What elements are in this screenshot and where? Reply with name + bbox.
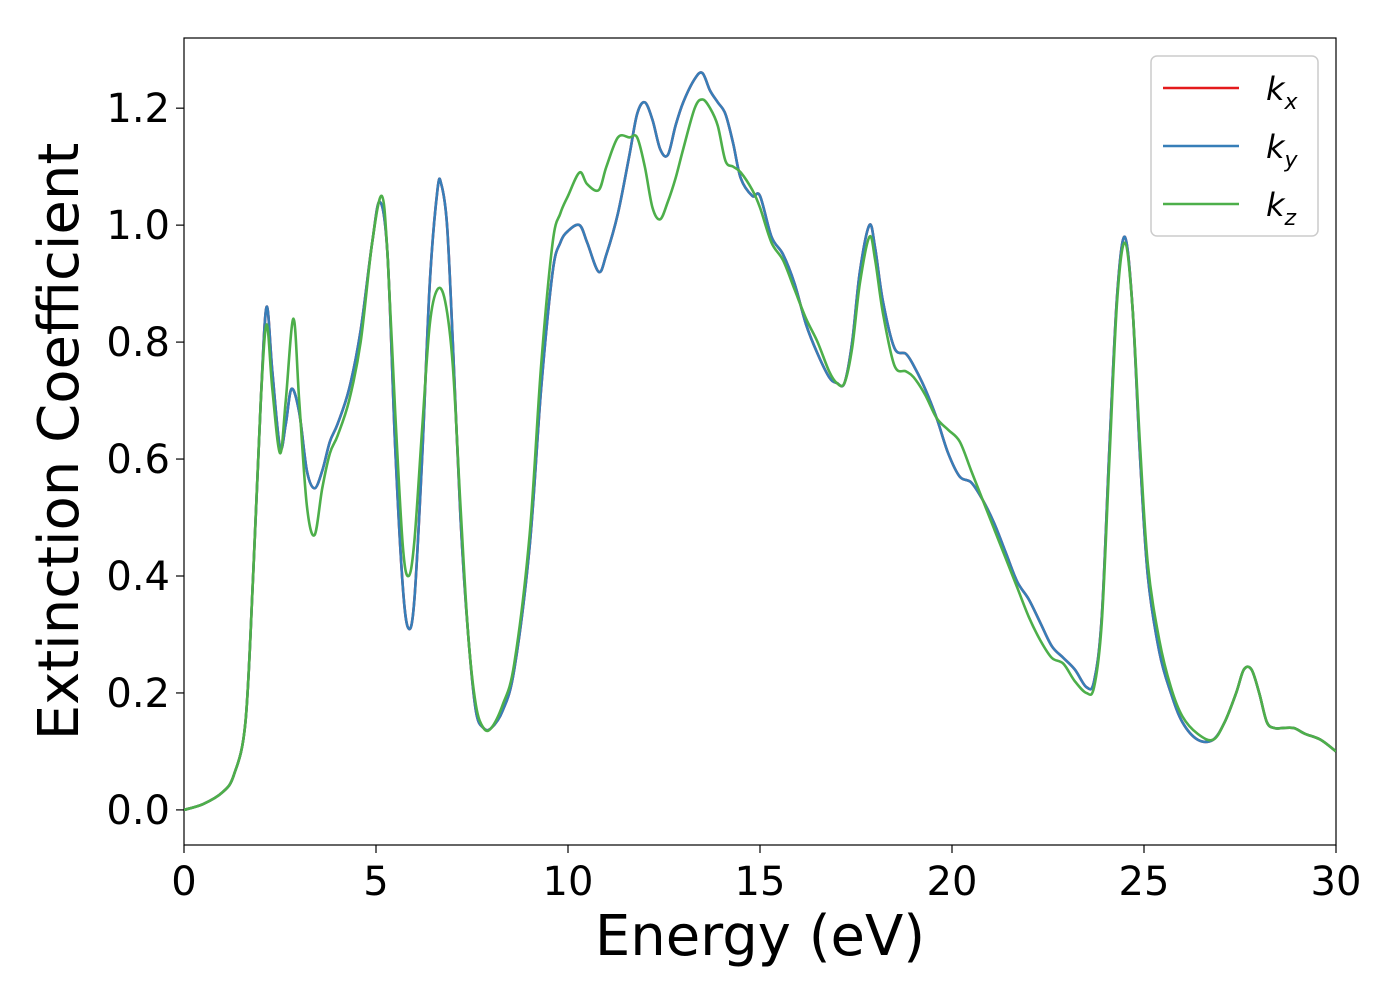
x-tick-label: 0 — [171, 859, 196, 905]
x-tick-label: 25 — [1119, 859, 1170, 905]
series-line-z — [184, 98, 1336, 812]
x-tick-label: 5 — [363, 859, 388, 905]
x-tick-label: 10 — [543, 859, 594, 905]
x-tick-label: 30 — [1311, 859, 1362, 905]
x-tick-label: 20 — [927, 859, 978, 905]
x-tick-label: 15 — [735, 859, 786, 905]
y-tick-label: 0.8 — [106, 320, 170, 366]
legend: kx ky kz — [1150, 55, 1319, 237]
x-axis: 0 5 10 15 20 25 30 — [171, 845, 1361, 905]
legend-label-z: kz — [1266, 186, 1297, 231]
y-tick-label: 0.4 — [106, 554, 170, 600]
y-axis-label: Extinction Coefficient — [27, 143, 92, 741]
legend-label-y: ky — [1266, 128, 1299, 173]
x-axis-label: Energy (eV) — [595, 904, 925, 969]
y-tick-label: 0.0 — [106, 788, 170, 834]
y-tick-label: 1.2 — [106, 86, 170, 132]
legend-label-x: kx — [1266, 70, 1299, 115]
series-lines — [184, 71, 1336, 812]
y-tick-label: 1.0 — [106, 203, 170, 249]
y-tick-label: 0.6 — [106, 437, 170, 483]
y-tick-label: 0.2 — [106, 671, 170, 717]
y-axis: 0.0 0.2 0.4 0.6 0.8 1.0 1.2 — [106, 86, 184, 834]
